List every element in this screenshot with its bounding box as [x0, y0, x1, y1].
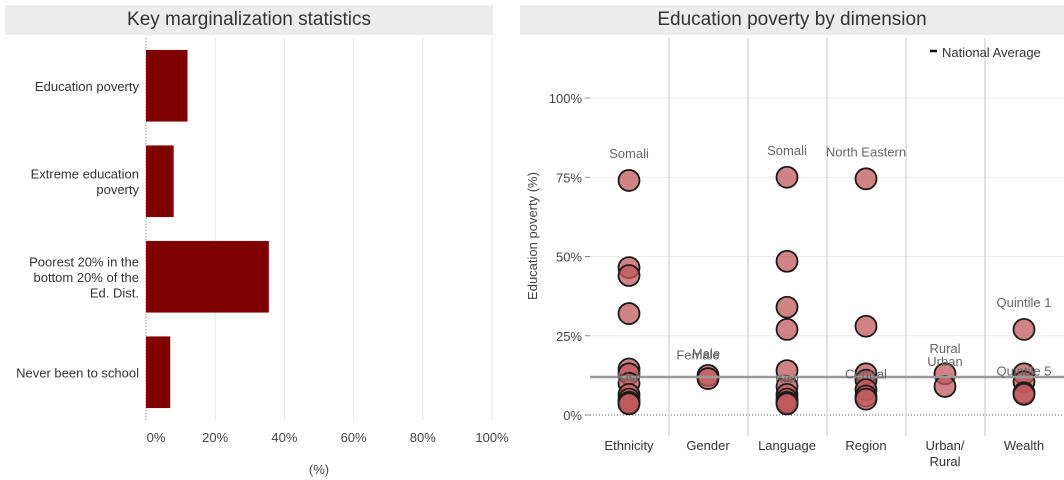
data-point: [775, 165, 799, 189]
bar: [146, 240, 269, 313]
point-label: Quintile 5: [997, 363, 1052, 378]
point-label: Kisii: [775, 371, 799, 386]
data-point: [854, 378, 878, 402]
data-point: [854, 387, 878, 411]
x-tick-label: 80%: [410, 430, 436, 445]
data-point: [617, 256, 641, 279]
y-category-label: Education poverty: [35, 79, 140, 94]
data-point: [617, 382, 641, 406]
y-category-label: Never been to school: [16, 365, 139, 380]
data-point: [854, 362, 878, 386]
x-category-label: Rural: [929, 454, 960, 469]
data-point: [617, 392, 641, 416]
y-tick-label: 25%: [556, 329, 582, 344]
data-point: [775, 382, 799, 406]
y-category-label: Ed. Dist.: [90, 285, 139, 300]
left-chart-title: Key marginalization statistics: [5, 5, 493, 35]
x-category-label: Gender: [686, 438, 730, 453]
data-point: [854, 384, 878, 408]
x-category-label: Ethnicity: [604, 438, 654, 453]
y-category-label: poverty: [96, 182, 139, 197]
point-label: Male: [692, 346, 720, 361]
y-tick-label: 100%: [549, 91, 583, 106]
x-axis-title: (%): [309, 462, 329, 477]
x-tick-label: 40%: [271, 430, 297, 445]
y-category-label: Poorest 20% in the: [29, 254, 139, 269]
data-point: [775, 359, 799, 383]
x-tick-label: 0%: [147, 430, 166, 445]
data-point: [1012, 370, 1036, 394]
point-label: Rural: [929, 341, 960, 356]
point-label: North Eastern: [826, 145, 906, 160]
x-tick-label: 60%: [341, 430, 367, 445]
data-point: [775, 295, 799, 319]
data-point: [775, 375, 799, 398]
data-point: [775, 392, 799, 416]
data-point: [617, 169, 641, 192]
point-label: Quintile 1: [997, 295, 1052, 310]
point-label: Urban: [927, 354, 962, 369]
data-point: [775, 318, 799, 341]
data-point: [617, 302, 641, 325]
data-point: [1012, 381, 1036, 405]
y-tick-label: 50%: [556, 250, 582, 265]
y-tick-label: 75%: [556, 170, 582, 185]
data-point: [617, 387, 641, 411]
data-point: [775, 390, 799, 414]
x-category-label: Urban/: [925, 438, 964, 453]
data-point: [854, 314, 878, 338]
y-category-label: bottom 20% of the: [33, 270, 139, 285]
x-tick-label: 20%: [202, 430, 228, 445]
x-category-label: Language: [758, 438, 816, 453]
legend-label: National Average: [942, 45, 1041, 60]
bar-chart: 0% 20% 40% 60% 80% 100% Education poverty Extre…: [16, 38, 509, 477]
data-point: [775, 249, 799, 273]
data-point: [933, 375, 957, 398]
point-label: Central: [845, 367, 887, 382]
bar: [146, 336, 171, 409]
bar: [146, 145, 174, 218]
data-point: [617, 264, 641, 287]
data-point: [854, 167, 878, 191]
point-label: Somali: [609, 146, 649, 161]
y-category-label: Extreme education: [31, 167, 139, 182]
data-point: [933, 362, 957, 386]
point-label: Female: [676, 348, 719, 363]
y-tick-label: 0%: [563, 408, 582, 423]
data-point: [854, 368, 878, 392]
data-point: [1012, 318, 1036, 341]
point-label: Somali: [767, 143, 807, 158]
data-point: [617, 362, 641, 386]
data-point: [617, 371, 641, 395]
data-point: [1012, 382, 1036, 406]
x-category-label: Wealth: [1004, 438, 1044, 453]
x-category-label: Region: [845, 438, 886, 453]
data-point: [1012, 362, 1036, 386]
data-point: [775, 387, 799, 411]
data-point: [696, 367, 720, 390]
point-label: Kisii: [617, 370, 641, 385]
data-point: [696, 363, 720, 387]
x-tick-label: 100%: [475, 430, 509, 445]
y-axis-title: Education poverty (%): [525, 172, 540, 300]
data-point: [617, 390, 641, 414]
data-point: [617, 357, 641, 381]
right-chart-title: Education poverty by dimension: [520, 5, 1064, 35]
bar: [146, 49, 188, 122]
